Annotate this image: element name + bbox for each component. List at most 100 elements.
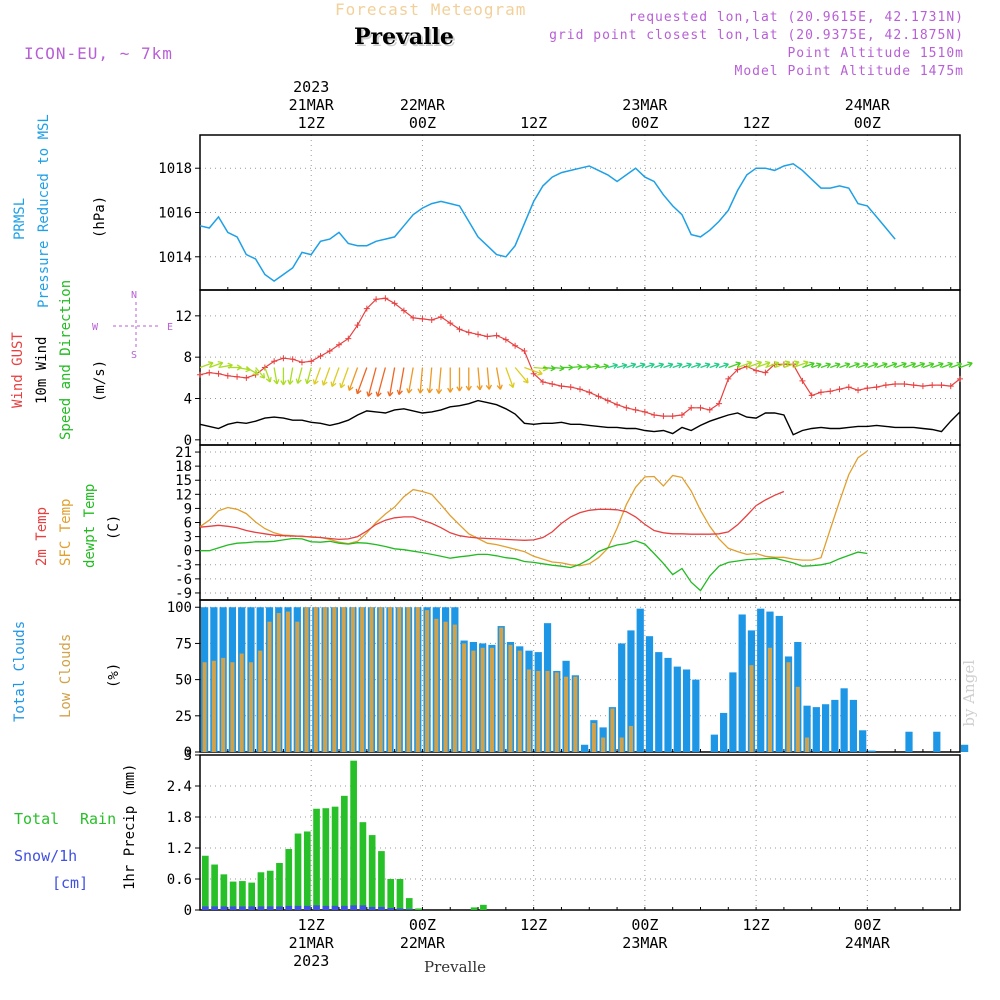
bottom-time-label: 00Z	[854, 916, 881, 934]
low-cloud-bar	[591, 723, 596, 752]
wind-direction-arrow	[438, 367, 442, 394]
low-cloud-bar	[462, 643, 467, 752]
gust-marker	[243, 374, 250, 381]
low-cloud-bar	[332, 607, 337, 752]
rain-bar	[415, 908, 422, 910]
y-tick-label: 15	[175, 473, 192, 489]
y-tick-label: 1.8	[167, 810, 192, 826]
wind-direction-arrow	[495, 367, 502, 390]
gust-marker	[567, 384, 574, 391]
gust-marker	[354, 322, 361, 329]
wind-arrow-head	[928, 361, 935, 368]
total-cloud-bar	[961, 744, 969, 752]
gust-marker	[234, 373, 241, 380]
direction-label: Speed and Direction	[58, 280, 74, 440]
low-cloud-bar	[369, 607, 374, 752]
wind-arrow-head	[273, 379, 280, 385]
gust-marker	[734, 366, 741, 373]
precip-unit: 1hr Precip (mm)	[122, 764, 138, 890]
snow-bar	[202, 906, 209, 910]
bottom-time-label: 22MAR	[400, 934, 446, 952]
total-cloud-bar	[729, 672, 737, 752]
gust-marker	[957, 375, 963, 382]
low-cloud-bar	[397, 607, 402, 752]
pressure-labels: PRMSL Pressure Reduced to MSL (hPa)	[12, 114, 108, 308]
rain-bar	[350, 760, 357, 910]
compass-w: W	[92, 322, 99, 333]
low-cloud-bar	[526, 669, 532, 752]
wind-direction-arrow	[941, 362, 953, 369]
low-cloud-bar	[443, 621, 448, 752]
temp2m-line	[199, 490, 785, 541]
wind-arrow-head	[207, 361, 214, 368]
low-cloud-bar	[230, 662, 235, 752]
bottom-time-label: 23MAR	[622, 934, 668, 952]
wind-direction-arrow	[505, 367, 514, 388]
wind-direction-arrow	[313, 367, 322, 385]
low-cloud-bar	[211, 660, 216, 752]
gust-marker	[660, 413, 667, 420]
low-cloud-bar	[258, 650, 263, 752]
rain-bar	[396, 879, 404, 910]
snow-bar	[322, 905, 330, 910]
wind-direction-arrow	[876, 363, 888, 369]
y-tick-label: 12	[175, 309, 192, 325]
rain-bar	[303, 831, 311, 910]
wind-direction-arrow	[626, 363, 636, 369]
top-time-label: 2023	[293, 78, 329, 96]
low-cloud-bar	[415, 607, 420, 752]
rain-label: Rain	[80, 810, 116, 828]
precip-labels: Total Rain Snow/1h [cm] 1hr Precip (mm)	[14, 764, 138, 892]
low-cloud-bar	[471, 650, 476, 752]
sfc-label: SFC Temp	[58, 499, 74, 566]
total-cloud-bar	[636, 608, 644, 752]
gust-marker	[419, 315, 426, 322]
wind-direction-arrow	[552, 366, 565, 370]
gust-marker	[855, 387, 862, 394]
low-cloud-bar	[452, 624, 457, 752]
snow-bar	[229, 906, 237, 910]
gust-marker	[530, 370, 537, 377]
rain-bar	[387, 879, 395, 910]
wind-direction-arrow	[783, 361, 800, 369]
wind-direction-arrow	[644, 363, 655, 369]
low-cloud-bar	[341, 607, 346, 752]
y-tick-label: 8	[184, 350, 192, 366]
low-cloud-bar	[350, 607, 355, 752]
gust-marker	[437, 313, 444, 320]
wind-direction-arrow	[663, 363, 674, 369]
wind-arrow-head	[426, 388, 433, 394]
wind-direction-arrow	[246, 366, 259, 375]
y-tick-label: 1014	[158, 250, 192, 266]
low-cloud-bar	[387, 607, 393, 752]
wind-arrow-head	[686, 362, 692, 369]
total-cloud-bar	[859, 730, 867, 752]
low-cloud-bar	[573, 676, 578, 752]
wind-direction-arrow	[209, 361, 223, 369]
low-cloud-bar	[554, 672, 559, 752]
bottom-time-label: 00Z	[409, 916, 436, 934]
rain-bar	[285, 849, 293, 910]
clouds-panel: 0 25 50 75 100	[167, 599, 969, 761]
gust-marker	[910, 382, 917, 389]
bottom-time-label: 12Z	[743, 916, 770, 934]
rain-bar	[266, 870, 274, 910]
gust-marker	[308, 358, 315, 365]
wind-direction-arrow	[340, 367, 349, 388]
wind-direction-arrow	[331, 367, 340, 387]
wind-direction-arrow	[802, 362, 815, 369]
wind-direction-arrow	[273, 367, 278, 385]
gust-marker	[484, 333, 491, 340]
grid-point-coords: grid point closest lon,lat (20.9375E, 42…	[549, 28, 964, 43]
wind-arrow-head	[612, 362, 618, 369]
wind-arrow-head	[523, 377, 529, 384]
gust-marker	[493, 332, 500, 339]
low-cloud-bar	[610, 708, 615, 752]
wind-direction-arrow	[289, 367, 294, 385]
low-cloud-bar	[628, 725, 633, 752]
total-cloud-bar	[738, 614, 746, 752]
wind-arrow-head	[872, 362, 879, 369]
wind-arrow-head	[447, 387, 454, 393]
wind-arrow-head	[704, 362, 711, 369]
gust-marker	[326, 347, 333, 354]
